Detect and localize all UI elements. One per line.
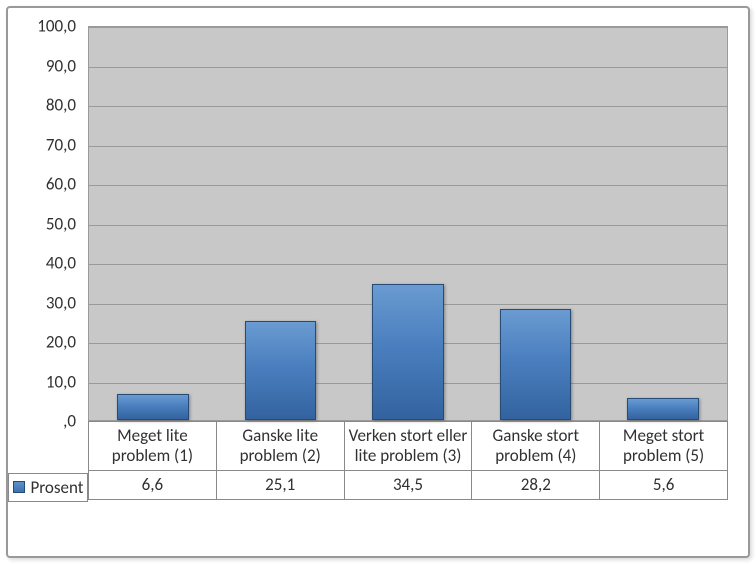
bar: [245, 321, 316, 420]
category-header: Ganske lite problem (2): [216, 422, 344, 471]
legend-series: Prosent: [8, 473, 88, 502]
value-cell: 5,6: [600, 471, 728, 500]
value-cell: 6,6: [89, 471, 217, 500]
value-row: 6,625,134,528,25,6: [89, 471, 728, 500]
y-tick-label: 80,0: [46, 95, 76, 116]
y-tick-label: 100,0: [37, 16, 76, 37]
bar-slot: [344, 27, 472, 420]
y-axis: ,010,020,030,040,050,060,070,080,090,010…: [8, 26, 84, 421]
category-header: Verken stort eller lite problem (3): [344, 422, 472, 471]
legend-swatch-icon: [13, 481, 25, 493]
category-header: Ganske stort problem (4): [472, 422, 600, 471]
bar-slot: [217, 27, 345, 420]
y-tick-label: 10,0: [46, 371, 76, 392]
y-tick-label: 90,0: [46, 55, 76, 76]
plot-area: [88, 26, 728, 421]
y-tick-label: 70,0: [46, 134, 76, 155]
y-tick-label: 50,0: [46, 213, 76, 234]
value-cell: 34,5: [344, 471, 472, 500]
bar-slot: [599, 27, 727, 420]
bar: [500, 309, 571, 420]
y-tick-label: ,0: [63, 411, 76, 432]
chart-container: ,0 10,0 20,0 30,0 40,0 50,0 60,0 70,0 80,0 90,0 10…: [6, 6, 750, 558]
bar-slot: [89, 27, 217, 420]
y-tick-label: 60,0: [46, 174, 76, 195]
category-header-row: Meget lite problem (1)Ganske lite proble…: [89, 422, 728, 471]
bar: [372, 284, 443, 420]
y-tick-label: 30,0: [46, 292, 76, 313]
bar: [117, 394, 188, 420]
value-cell: 25,1: [216, 471, 344, 500]
y-tick-label: 40,0: [46, 253, 76, 274]
legend-label: Prosent: [31, 477, 84, 498]
value-cell: 28,2: [472, 471, 600, 500]
data-table: Meget lite problem (1)Ganske lite proble…: [88, 421, 728, 500]
y-tick-label: 20,0: [46, 332, 76, 353]
category-header: Meget stort problem (5): [600, 422, 728, 471]
bar: [627, 398, 698, 420]
category-header: Meget lite problem (1): [89, 422, 217, 471]
bar-slot: [472, 27, 600, 420]
bars-group: [89, 27, 727, 420]
